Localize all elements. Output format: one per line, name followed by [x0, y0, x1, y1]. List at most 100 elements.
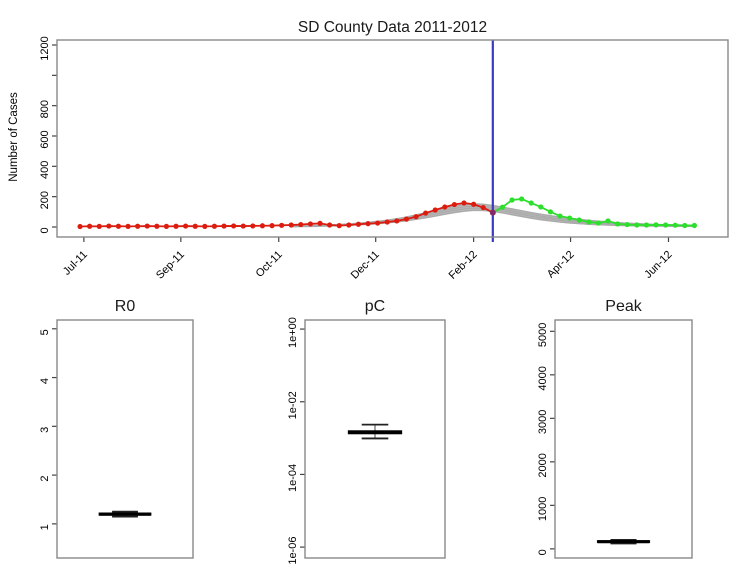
observed-cases-point: [163, 223, 170, 229]
observed-cases-point: [250, 223, 256, 229]
observed-cases-point: [269, 223, 275, 229]
r0-tick-label: 3: [39, 427, 51, 433]
observed-cases-point: [211, 223, 218, 229]
observed-cases-point: [480, 204, 486, 211]
observed-cases-point: [221, 223, 227, 229]
observed-cases-point: [144, 223, 150, 229]
peak-panel-border: [554, 319, 693, 559]
observed-cases-point: [336, 223, 342, 229]
observed-cases-point: [279, 222, 285, 228]
observed-cases-point: [413, 214, 419, 220]
observed-cases-point: [384, 219, 390, 225]
boxplot-title-r0: R0: [114, 298, 136, 315]
post-forecast-cases-point: [682, 222, 688, 229]
observed-cases-point: [432, 207, 438, 213]
observed-cases-point: [96, 223, 102, 229]
pc-panel-border: [304, 319, 446, 559]
boxplot-title-pc: pC: [364, 298, 386, 315]
post-forecast-cases-point: [528, 200, 534, 206]
post-forecast-cases-line: [492, 198, 695, 227]
pc-tick-label: 1e-02: [287, 391, 299, 419]
observed-cases-point: [115, 223, 122, 229]
observed-cases-point: [327, 222, 333, 228]
observed-cases-point: [365, 221, 371, 227]
peak-tick-label: 0: [537, 549, 549, 555]
post-forecast-cases-point: [691, 222, 698, 229]
observed-cases-point: [106, 223, 112, 229]
post-forecast-cases-point: [509, 197, 515, 203]
peak-tick-label: 1000: [537, 497, 549, 521]
r0-tick-label: 4: [39, 378, 51, 384]
top-plot-border: [56, 39, 729, 238]
boxplot-title-peak: Peak: [605, 298, 642, 315]
observed-cases-point: [394, 218, 400, 224]
post-forecast-cases-point: [605, 218, 611, 224]
x-tick-label: Oct-11: [254, 249, 285, 280]
post-forecast-cases-point: [624, 221, 630, 228]
y-tick-label: 200: [39, 191, 51, 209]
post-forecast-cases-point: [634, 222, 640, 228]
post-forecast-cases-point: [595, 220, 602, 226]
post-forecast-cases-point: [615, 221, 621, 227]
post-forecast-cases-point: [672, 222, 678, 228]
observed-cases-point: [259, 223, 266, 229]
x-tick-label: Jun-12: [642, 249, 674, 281]
post-forecast-cases-point: [567, 215, 573, 221]
observed-cases-point: [375, 220, 381, 226]
x-tick-label: Feb-12: [447, 249, 480, 282]
observed-cases-point: [202, 223, 208, 229]
observed-cases-point: [183, 223, 189, 229]
post-forecast-cases-point: [547, 209, 554, 215]
peak-tick-label: 5000: [537, 323, 549, 347]
x-tick-label: Apr-12: [545, 249, 577, 281]
r0-panel-border: [56, 319, 194, 559]
observed-cases-point: [461, 200, 467, 206]
observed-cases-point: [298, 221, 304, 228]
x-tick-label: Sep-11: [154, 249, 187, 282]
observed-cases-point: [135, 223, 141, 229]
observed-cases-point: [231, 223, 237, 229]
observed-cases-point: [346, 222, 352, 228]
r0-tick-label: 2: [39, 476, 51, 482]
observed-cases-point: [77, 223, 83, 230]
observed-cases-point: [125, 223, 131, 229]
x-tick-label: Dec-11: [349, 249, 382, 282]
observed-cases-point: [307, 221, 314, 227]
post-forecast-cases-point: [643, 222, 650, 228]
observed-cases-point: [173, 223, 179, 229]
observed-cases-point: [154, 223, 160, 229]
observed-cases-point: [317, 220, 323, 226]
post-forecast-cases-point: [538, 204, 544, 210]
observed-cases-point: [451, 201, 458, 208]
post-forecast-cases-point: [653, 222, 659, 228]
observed-cases-point: [423, 210, 429, 216]
observed-cases-point: [442, 204, 448, 210]
observed-cases-point: [403, 216, 410, 222]
observed-cases-point: [87, 223, 93, 229]
observed-cases-point: [192, 223, 198, 229]
peak-tick-label: 4000: [537, 366, 549, 390]
y-tick-label: 400: [39, 161, 51, 179]
r0-tick-label: 5: [39, 329, 51, 335]
post-forecast-cases-point: [576, 217, 582, 223]
top-chart-title: SD County Data 2011-2012: [297, 19, 488, 36]
y-tick-label: 800: [39, 100, 51, 118]
post-forecast-cases-point: [557, 213, 563, 219]
junction-point: [489, 209, 496, 216]
observed-cases-point: [240, 223, 246, 229]
x-tick-label: Jul-11: [61, 249, 90, 278]
peak-tick-label: 2000: [537, 453, 549, 477]
observed-cases-point: [471, 201, 477, 207]
post-forecast-cases-point: [663, 222, 669, 228]
r0-tick-label: 1: [39, 524, 51, 530]
pc-tick-label: 1e-06: [287, 537, 299, 565]
post-forecast-cases-point: [519, 196, 525, 202]
y-tick-label: 600: [39, 130, 51, 148]
pc-tick-label: 1e-04: [287, 464, 299, 492]
post-forecast-cases-point: [586, 219, 592, 225]
peak-tick-label: 3000: [537, 410, 549, 434]
pc-tick-label: 1e+00: [287, 317, 299, 348]
y-tick-label: 0: [39, 227, 51, 233]
